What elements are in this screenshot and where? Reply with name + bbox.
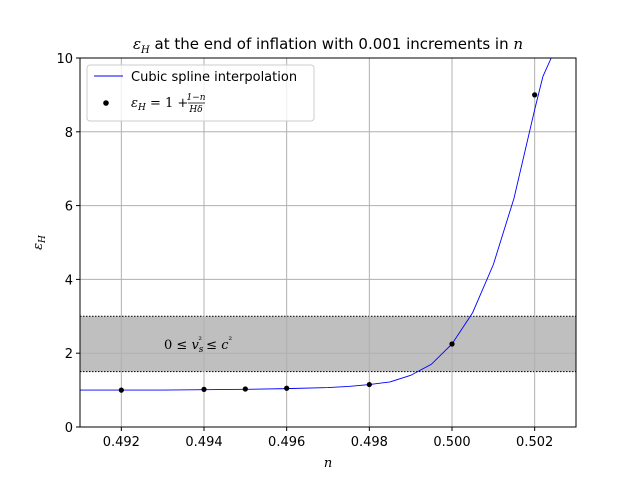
y-tick-label: 6 [65, 200, 73, 215]
y-tick-label: 8 [65, 126, 73, 141]
x-axis-ticks: 0.492 0.494 0.496 0.498 0.500 0.502 [103, 427, 553, 450]
data-point [449, 341, 455, 347]
band-layer [80, 315, 576, 373]
data-point [242, 386, 248, 392]
legend-fraction-numerator: 1−n [186, 93, 205, 103]
legend-box [86, 64, 315, 122]
data-point [201, 386, 207, 392]
x-axis-label: n [324, 456, 332, 471]
y-tick-label: 4 [65, 273, 73, 288]
stability-band [80, 316, 576, 372]
y-axis-label: εH [31, 235, 48, 250]
chart-title: εH at the end of inflation with 0.001 in… [133, 35, 523, 56]
legend-point-swatch [103, 100, 109, 106]
y-tick-label: 10 [56, 52, 73, 67]
band-annotation: 0 ≤ vs² ≤ c² [164, 336, 232, 355]
data-point [366, 381, 372, 388]
x-tick-label: 0.496 [268, 435, 305, 450]
x-tick-label: 0.498 [351, 435, 388, 450]
x-tick-label: 0.494 [185, 435, 222, 450]
legend-label-points: εH = 1 + [131, 96, 188, 113]
x-tick-label: 0.492 [103, 435, 140, 450]
data-point [532, 92, 538, 98]
points-layer [118, 92, 538, 393]
legend: Cubic spline interpolation εH = 1 + 1−n H… [86, 64, 315, 122]
plot-frame [79, 57, 577, 428]
x-tick-label: 0.500 [433, 435, 470, 450]
y-tick-label: 2 [65, 347, 73, 362]
legend-fraction-denominator: Hδ [188, 105, 202, 115]
legend-label-spline: Cubic spline interpolation [131, 70, 297, 85]
x-tick-label: 0.502 [516, 435, 553, 450]
data-point [118, 387, 124, 393]
data-point [284, 385, 290, 391]
y-axis-ticks: 0 2 4 6 8 10 [56, 52, 80, 436]
y-tick-label: 0 [65, 421, 73, 436]
